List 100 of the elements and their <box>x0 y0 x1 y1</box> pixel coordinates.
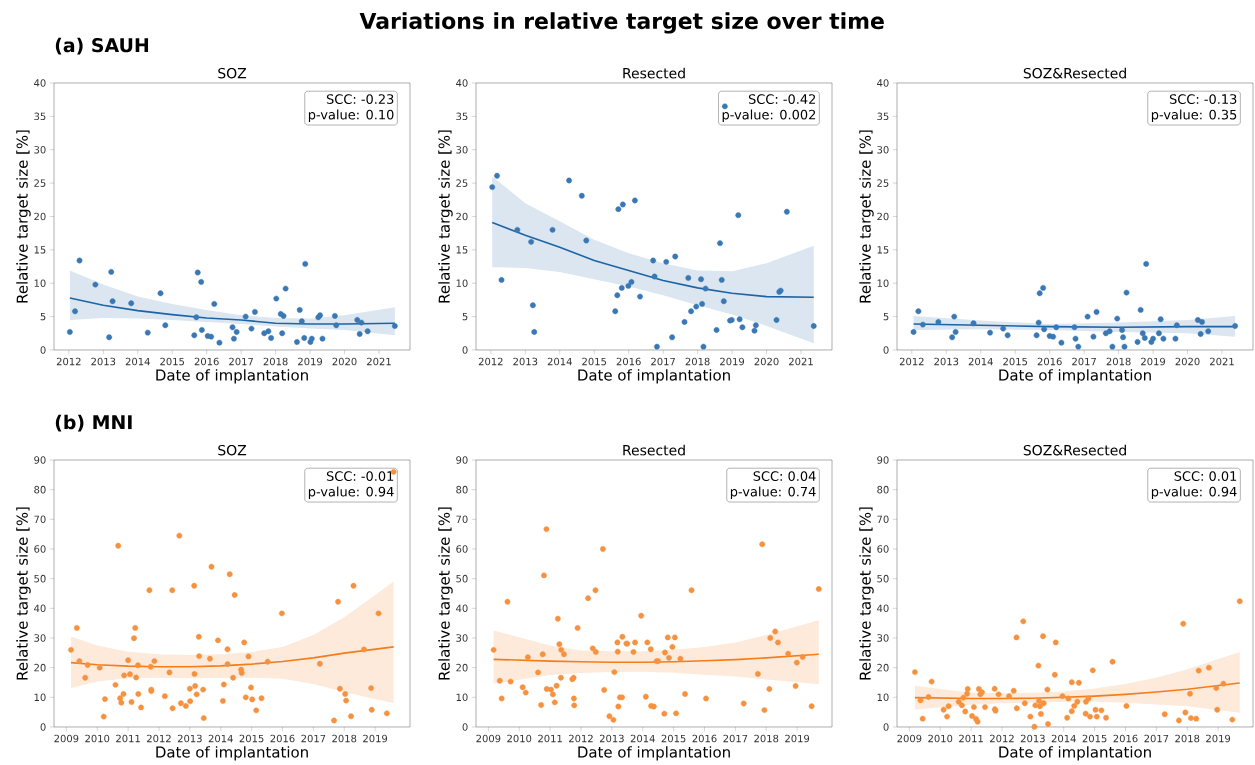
annotation: p-value: 0.35 <box>1151 109 1237 123</box>
x-tick-label: 2015 <box>160 357 185 366</box>
y-tick-label: 10 <box>34 693 46 702</box>
x-tick-label: 2020 <box>754 357 779 366</box>
y-tick-label: 80 <box>456 485 468 494</box>
y-tick-label: 15 <box>877 246 889 254</box>
x-axis-title: Date of implantation <box>578 369 730 384</box>
x-tick-label: 2017 <box>1072 357 1096 366</box>
x-tick-label: 2009 <box>54 734 79 743</box>
y-tick-label: 70 <box>877 515 889 524</box>
x-tick-label: 2014 <box>547 357 572 366</box>
chart-title: Resected <box>623 67 685 79</box>
chart-title: Resected <box>623 444 685 456</box>
y-tick-label: 15 <box>456 246 468 254</box>
x-tick-label: 2016 <box>270 734 295 743</box>
y-tick-label: 40 <box>877 604 889 613</box>
x-tick-label: 2018 <box>685 357 710 366</box>
y-tick-label: 0 <box>40 723 46 731</box>
y-tick-label: 60 <box>877 545 889 553</box>
x-tick-label: 2011 <box>116 734 140 743</box>
x-tick-label: 2013 <box>91 357 116 366</box>
x-tick-label: 2018 <box>263 357 288 366</box>
x-tick-label: 2020 <box>332 357 357 366</box>
y-tick-label: 15 <box>34 246 46 254</box>
y-tick-label: 20 <box>456 212 468 221</box>
y-tick-label: 5 <box>462 312 468 321</box>
y-tick-label: 20 <box>34 663 46 672</box>
y-tick-label: 60 <box>34 545 46 553</box>
annotation: p-value: 0.74 <box>730 486 816 500</box>
x-tick-label: 2014 <box>968 357 993 366</box>
y-tick-label: 25 <box>456 179 468 187</box>
x-tick-label: 2014 <box>630 734 655 743</box>
y-tick-label: 40 <box>34 79 46 87</box>
y-axis-title: Relative target size [%] <box>859 507 874 680</box>
x-axis-title: Date of implantation <box>156 746 308 761</box>
y-tick-label: 90 <box>34 456 46 464</box>
x-tick-label: 2021 <box>789 357 813 366</box>
x-tick-label: 2012 <box>569 734 593 743</box>
text: Variations in relative target size over time <box>359 12 884 34</box>
x-tick-label: 2015 <box>239 734 264 743</box>
y-tick-label: 80 <box>877 485 889 494</box>
x-tick-label: 2015 <box>661 734 686 743</box>
y-tick-label: 70 <box>34 515 46 524</box>
y-tick-label: 25 <box>34 179 46 187</box>
x-axis-title: Date of implantation <box>578 746 730 761</box>
y-axis-title: Relative target size [%] <box>438 507 453 680</box>
y-tick-label: 30 <box>456 145 468 154</box>
x-tick-label: 2019 <box>720 357 745 366</box>
x-tick-label: 2020 <box>1175 357 1200 366</box>
y-tick-label: 50 <box>34 574 46 583</box>
x-tick-label: 2019 <box>298 357 323 366</box>
x-tick-label: 2017 <box>301 734 326 743</box>
annotation: SCC: -0.13 <box>1169 94 1237 104</box>
y-tick-label: 20 <box>456 663 468 672</box>
y-axis-title: Relative target size [%] <box>16 507 31 680</box>
annotation: p-value: 0.94 <box>1151 486 1237 500</box>
annotation: SCC: -0.42 <box>748 94 816 104</box>
x-tick-label: 2010 <box>928 734 953 743</box>
y-tick-label: 30 <box>456 634 468 642</box>
x-tick-label: 2018 <box>1175 734 1200 743</box>
x-tick-label: 2019 <box>1206 734 1231 743</box>
y-tick-label: 10 <box>877 693 889 702</box>
y-tick-label: 35 <box>34 112 46 121</box>
x-tick-label: 2009 <box>897 734 922 743</box>
x-tick-label: 2012 <box>990 734 1014 743</box>
chart-title: SOZ <box>218 67 247 79</box>
x-tick-label: 2017 <box>723 734 748 743</box>
x-tick-label: 2012 <box>147 734 171 743</box>
chart-title: SOZ <box>218 444 247 456</box>
x-tick-label: 2021 <box>1210 357 1234 366</box>
y-tick-label: 20 <box>877 212 889 221</box>
annotation: SCC: -0.01 <box>326 471 394 481</box>
x-tick-label: 2010 <box>85 734 110 743</box>
x-tick-label: 2013 <box>177 734 202 743</box>
y-tick-label: 0 <box>883 346 889 354</box>
x-tick-label: 2019 <box>1141 357 1166 366</box>
x-tick-label: 2017 <box>229 357 253 366</box>
annotation: p-value: 0.10 <box>308 109 394 123</box>
y-tick-label: 5 <box>40 312 46 321</box>
x-tick-label: 2016 <box>194 357 219 366</box>
annotation: SCC: 0.04 <box>753 471 816 481</box>
x-tick-label: 2010 <box>507 734 532 743</box>
y-tick-label: 30 <box>877 634 889 642</box>
x-tick-label: 2018 <box>332 734 357 743</box>
y-tick-label: 80 <box>34 485 46 494</box>
x-tick-label: 2013 <box>934 357 959 366</box>
x-tick-label: 2015 <box>582 357 607 366</box>
y-tick-label: 30 <box>34 634 46 642</box>
x-tick-label: 2016 <box>692 734 717 743</box>
x-tick-label: 2009 <box>476 734 501 743</box>
y-tick-label: 50 <box>877 574 889 583</box>
y-tick-label: 90 <box>456 456 468 464</box>
y-tick-label: 10 <box>34 279 46 287</box>
x-tick-label: 2014 <box>208 734 233 743</box>
y-tick-label: 40 <box>456 604 468 613</box>
x-tick-label: 2017 <box>651 357 675 366</box>
y-tick-label: 90 <box>877 456 889 464</box>
x-tick-label: 2017 <box>1144 734 1169 743</box>
x-tick-label: 2014 <box>1051 734 1076 743</box>
x-tick-label: 2013 <box>513 357 538 366</box>
